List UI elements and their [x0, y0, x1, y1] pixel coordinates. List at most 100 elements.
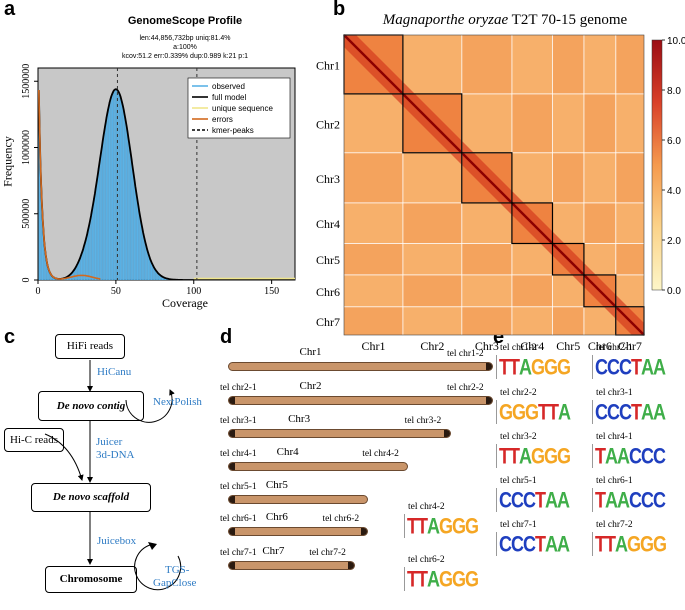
- logo-letter-c: C: [511, 529, 523, 559]
- sequence-logo: CCCTAA: [592, 400, 665, 424]
- heatmap-block: [462, 275, 512, 307]
- right-telomere-label: tel chr3-2: [405, 416, 442, 426]
- row-label: Chr4: [316, 217, 340, 231]
- heatmap-block: [403, 203, 462, 244]
- logo-letter-t: T: [595, 485, 605, 515]
- logo-letter-c: C: [499, 529, 511, 559]
- logo-letter-a: A: [427, 564, 439, 594]
- logo-letter-g: G: [439, 564, 452, 594]
- sequence-logo: TTAGGG: [404, 567, 478, 591]
- logo-letter-c: C: [523, 485, 535, 515]
- box-de-novo-contig: De novo contig: [38, 391, 144, 421]
- logo-letter-c: C: [511, 485, 523, 515]
- sequence-logo: CCCTAA: [592, 355, 665, 379]
- colorbar-tick-label: 8.0: [667, 86, 681, 97]
- colorbar-tick-label: 0.0: [667, 286, 681, 297]
- logo-letter-c: C: [653, 485, 665, 515]
- chromosome-name: Chr7: [262, 545, 284, 557]
- logo-letter-t: T: [538, 397, 548, 427]
- colorbar-tick-label: 10.0: [667, 36, 685, 47]
- col-label: Chr3: [475, 339, 499, 353]
- chromosome-bar-chr6: [228, 527, 368, 536]
- heatmap-block: [552, 307, 583, 335]
- heatmap-block: [584, 94, 616, 153]
- label-juicebox: Juicebox: [97, 535, 136, 547]
- label-hicanu: HiCanu: [97, 366, 131, 378]
- logo-letter-c: C: [629, 441, 641, 471]
- motif-label: tel chr6-1: [596, 476, 633, 486]
- heatmap-block: [344, 94, 403, 153]
- telomere-cap-right: [348, 562, 354, 569]
- heatmap-block: [403, 35, 462, 94]
- label-gapclose: GapClose: [153, 577, 196, 589]
- logo-letter-g: G: [512, 397, 525, 427]
- heatmap-block: [403, 307, 462, 335]
- col-label: Chr4: [520, 339, 544, 353]
- heatmap-block: [462, 35, 512, 94]
- heatmap-block: [616, 94, 644, 153]
- logo-letter-t: T: [548, 397, 558, 427]
- box-de-novo-scaffold: De novo scaffold: [31, 483, 151, 512]
- logo-letter-t: T: [499, 441, 509, 471]
- chromosome-bar-chr4: [228, 462, 408, 471]
- sequence-logo: TTAGGG: [496, 444, 570, 468]
- motif-label: tel chr5-1: [500, 476, 537, 486]
- logo-letter-t: T: [631, 352, 641, 382]
- logo-letter-t: T: [535, 529, 545, 559]
- heatmap-block: [616, 243, 644, 274]
- box-chromosome: Chromosome: [45, 566, 137, 593]
- box-hifi-reads: HiFi reads: [55, 334, 125, 359]
- logo-letter-t: T: [535, 485, 545, 515]
- logo-letter-t: T: [407, 511, 417, 541]
- heatmap-block: [403, 153, 462, 203]
- heatmap-block: [512, 307, 553, 335]
- logo-letter-c: C: [653, 441, 665, 471]
- logo-letter-c: C: [499, 485, 511, 515]
- heatmap-block: [462, 243, 512, 274]
- label-juicer: Juicer: [96, 436, 122, 448]
- chromosome-bar-chr7: [228, 561, 355, 570]
- chromosome-bar-chr5: [228, 495, 368, 504]
- heatmap-block: [344, 243, 403, 274]
- motif-label: tel chr6-2: [408, 555, 445, 565]
- motif-label: tel chr4-1: [596, 432, 633, 442]
- heatmap-block: [403, 243, 462, 274]
- logo-letter-a: A: [519, 441, 531, 471]
- telomere-cap-right: [486, 397, 492, 404]
- logo-letter-c: C: [641, 441, 653, 471]
- chromosome-name: Chr6: [266, 511, 288, 523]
- telomere-cap-right: [444, 430, 450, 437]
- heatmap-block: [344, 275, 403, 307]
- heatmap-block: [584, 35, 616, 94]
- logo-letter-g: G: [531, 352, 544, 382]
- heatmap-block: [552, 35, 583, 94]
- chromosome-bar-chr3: [228, 429, 451, 438]
- logo-letter-a: A: [653, 352, 665, 382]
- chromosome-name: Chr1: [300, 346, 322, 358]
- chromosome-name: Chr5: [266, 479, 288, 491]
- label-tgs: TGS-: [165, 564, 189, 576]
- heatmap-block: [552, 94, 583, 153]
- sequence-logo: TTAGGG: [404, 514, 478, 538]
- logo-letter-g: G: [557, 441, 570, 471]
- row-label: Chr6: [316, 285, 340, 299]
- row-label: Chr7: [316, 315, 340, 329]
- heatmap-block: [403, 275, 462, 307]
- sequence-logo: TTAGGG: [496, 355, 570, 379]
- colorbar-tick-label: 4.0: [667, 186, 681, 197]
- chromosome-name: Chr2: [300, 380, 322, 392]
- col-label: Chr7: [618, 339, 642, 353]
- logo-letter-t: T: [595, 529, 605, 559]
- logo-letter-a: A: [519, 352, 531, 382]
- chromosome-name: Chr3: [288, 413, 310, 425]
- logo-letter-t: T: [417, 511, 427, 541]
- logo-letter-c: C: [595, 352, 607, 382]
- logo-letter-a: A: [558, 397, 570, 427]
- heatmap-block: [344, 307, 403, 335]
- heatmap-block: [462, 94, 512, 153]
- heatmap-block: [462, 203, 512, 244]
- logo-letter-g: G: [544, 441, 557, 471]
- logo-letter-a: A: [427, 511, 439, 541]
- row-label: Chr5: [316, 253, 340, 267]
